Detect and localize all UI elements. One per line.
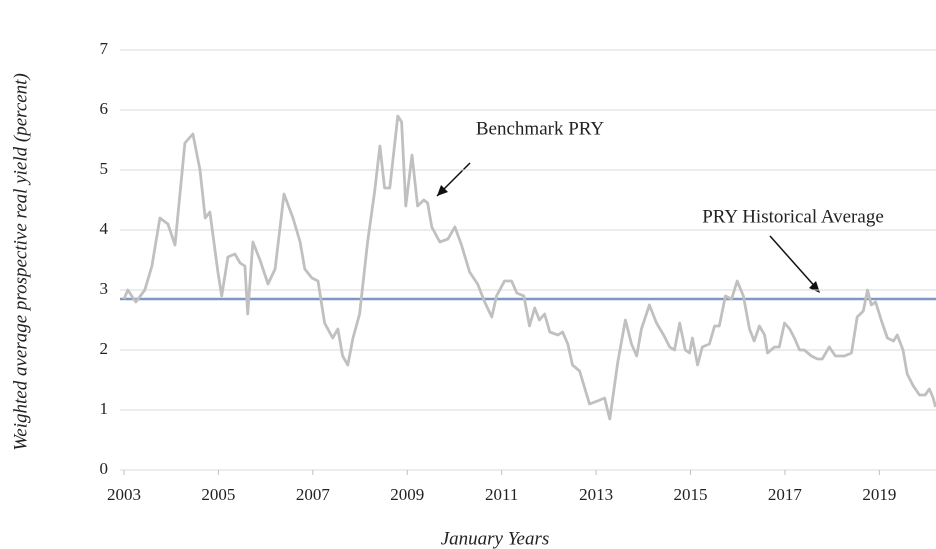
x-tick-label: 2011	[485, 485, 518, 504]
y-tick-label: 1	[100, 399, 109, 418]
y-tick-label: 4	[100, 219, 109, 238]
y-tick-label: 0	[100, 459, 109, 478]
y-tick-label: 3	[100, 279, 109, 298]
x-tick-label: 2017	[768, 485, 803, 504]
data-line	[122, 114, 936, 421]
y-tick-label: 2	[100, 339, 109, 358]
annotation-arrow	[769, 235, 819, 291]
x-tick-label: 2009	[390, 485, 424, 504]
x-tick-label: 2007	[296, 485, 331, 504]
x-axis-label: January Years	[441, 528, 550, 549]
annotation: Benchmark PRY	[476, 118, 605, 139]
annotation: PRY Historical Average	[702, 206, 884, 227]
arrow-head	[437, 185, 448, 196]
x-tick-label: 2015	[674, 485, 708, 504]
x-tick-label: 2013	[579, 485, 613, 504]
x-tick-label: 2005	[201, 485, 235, 504]
x-tick-label: 2003	[107, 485, 141, 504]
x-tick-label: 2019	[862, 485, 896, 504]
y-tick-label: 7	[100, 39, 109, 58]
y-axis-label: Weighted average prospective real yield …	[10, 73, 31, 451]
y-tick-label: 5	[100, 159, 109, 178]
y-tick-label: 6	[100, 99, 109, 118]
